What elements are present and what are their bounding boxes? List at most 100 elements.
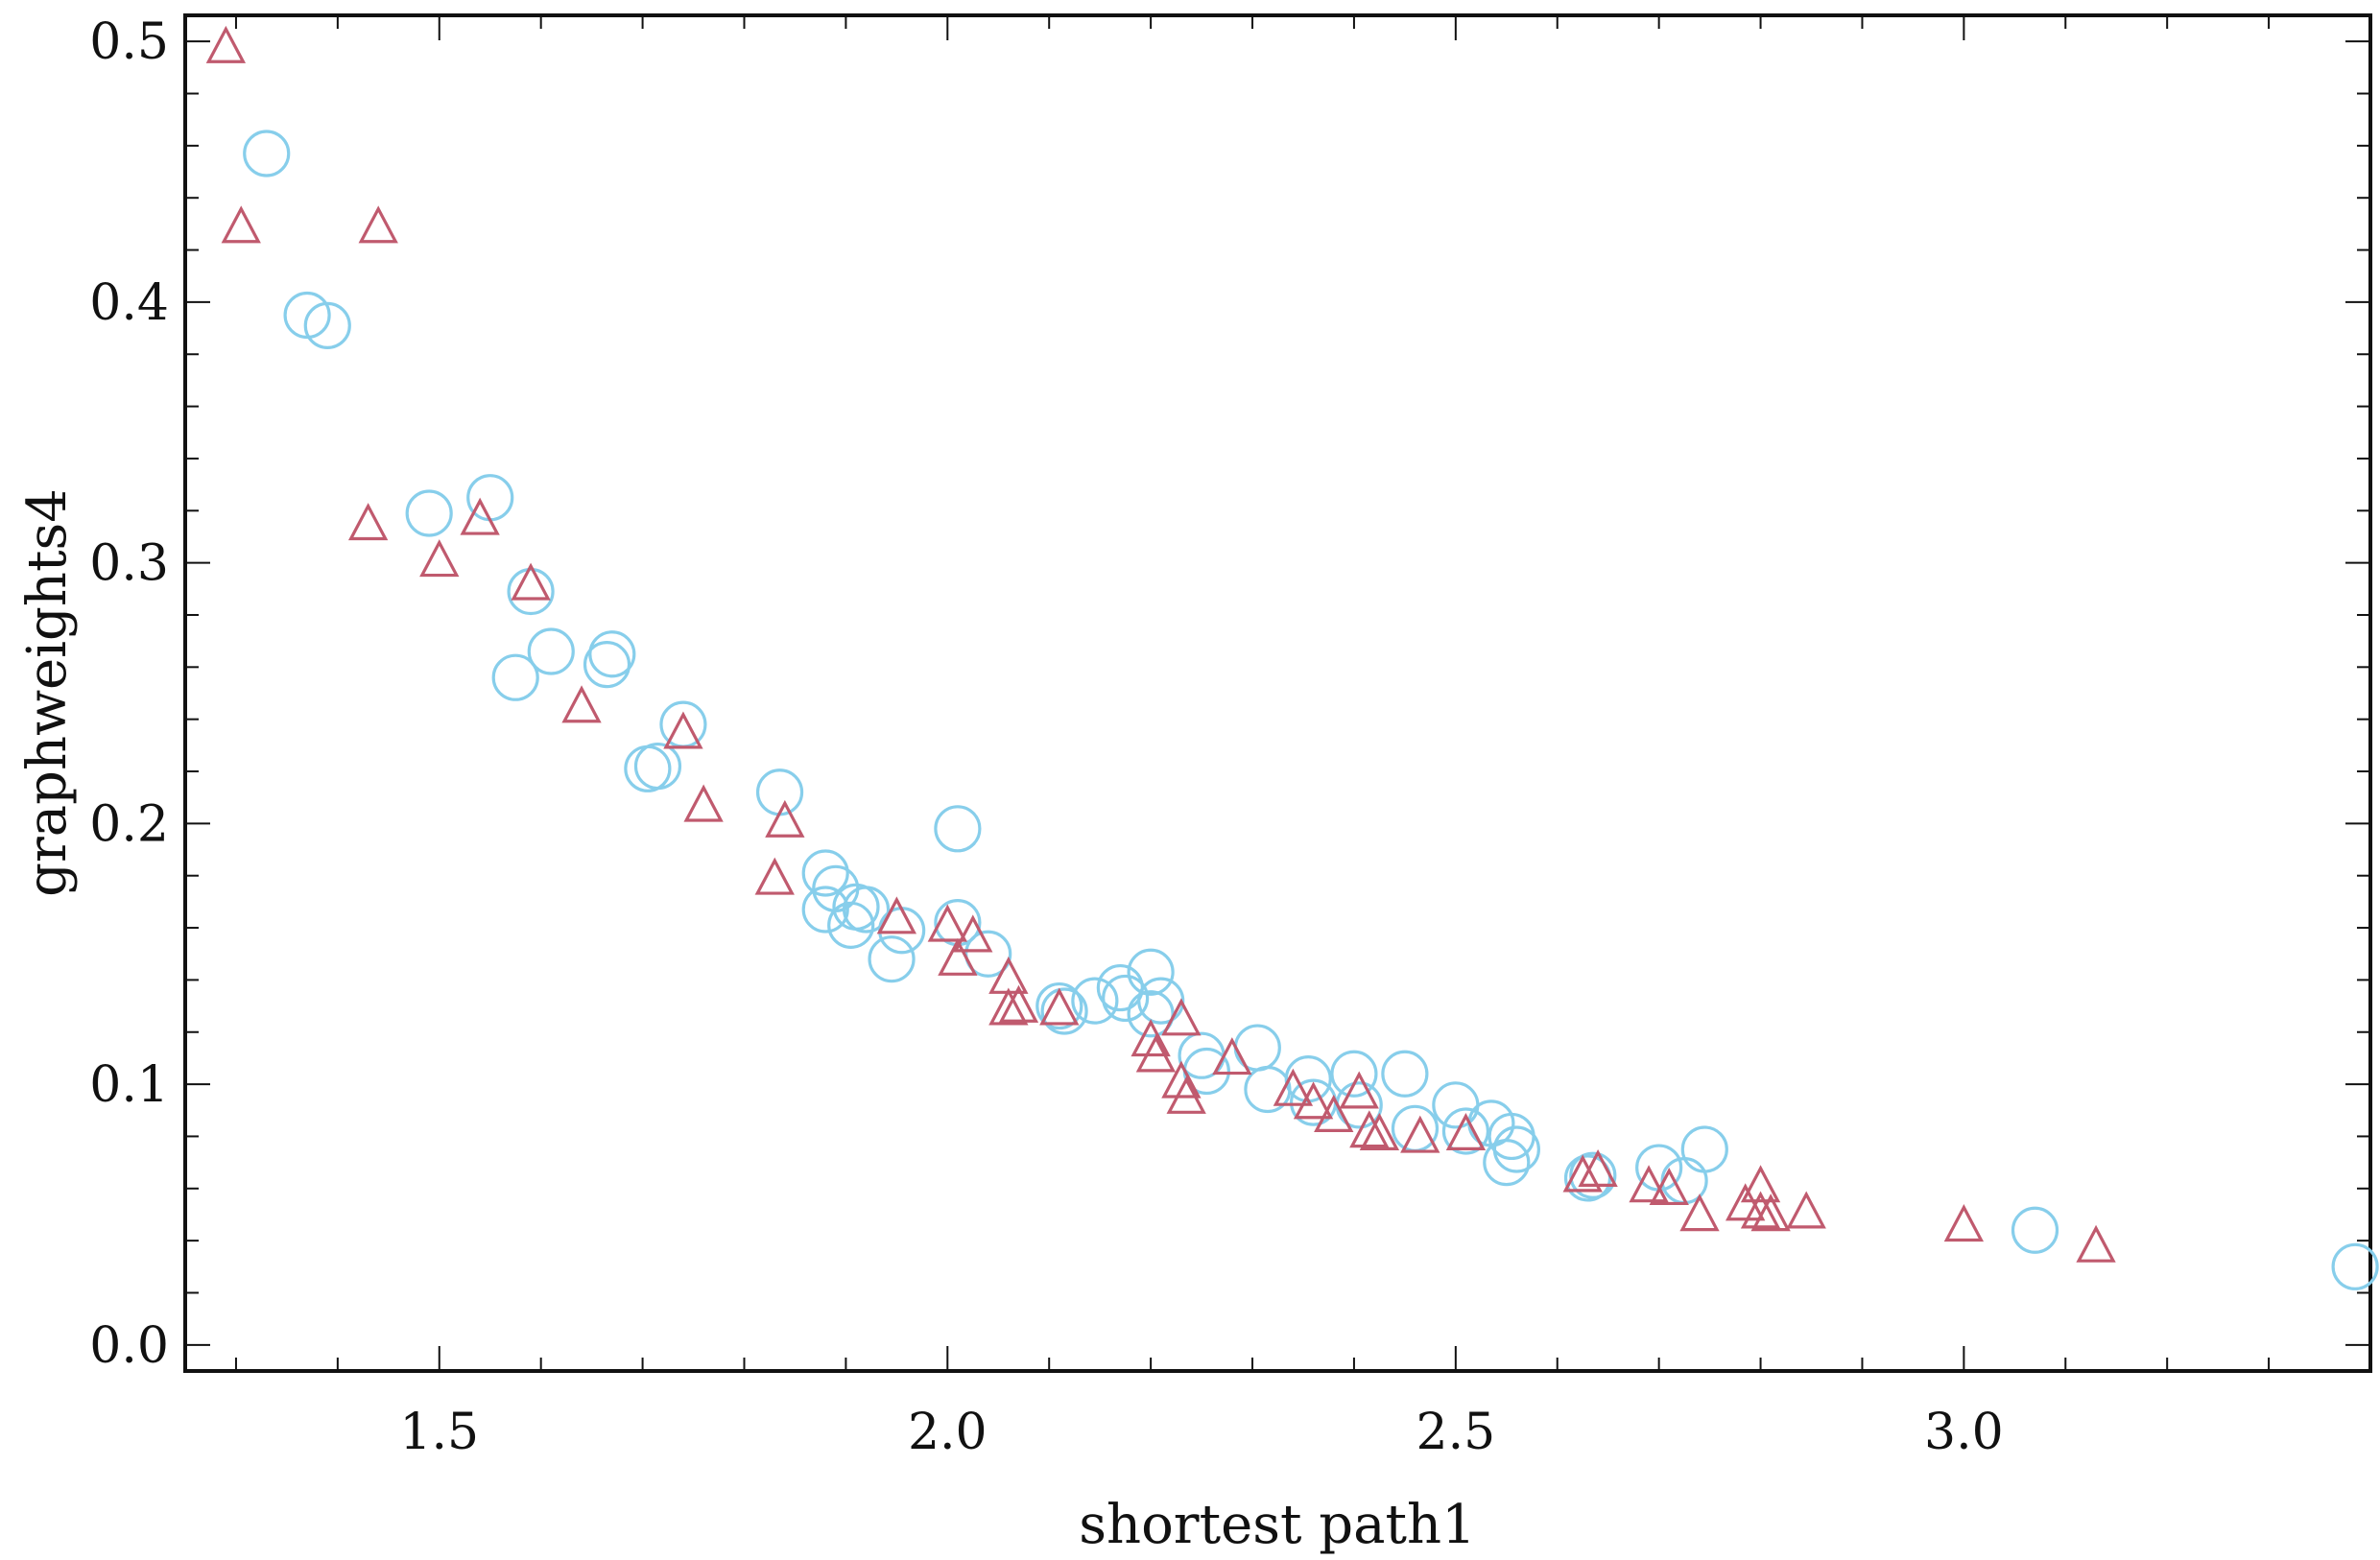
circle-point [1467, 1099, 1515, 1147]
triangle-point [1166, 1075, 1206, 1114]
y-tick-labels: 0.0 0.1 0.2 0.3 0.4 0.5 [89, 13, 169, 1375]
data-points [205, 25, 2379, 1290]
circle-point [878, 907, 926, 955]
circle-point [507, 567, 555, 616]
circle-point [1569, 1151, 1617, 1199]
triangle-point [1130, 1019, 1171, 1057]
triangle-point [1293, 1081, 1334, 1120]
circle-point [659, 700, 707, 748]
triangle-point [1161, 998, 1202, 1036]
circle-point [1381, 1050, 1429, 1098]
triangle-point [927, 904, 967, 942]
y-tick-label: 0.5 [89, 13, 169, 71]
circle-point [1071, 977, 1119, 1025]
circle-point [868, 935, 916, 983]
circle-point [1040, 987, 1088, 1035]
triangle-point [460, 497, 500, 535]
triangle-point [1273, 1068, 1314, 1106]
circle-point [491, 653, 539, 701]
x-tick-label: 3.0 [1924, 1404, 2004, 1461]
triangle-point [988, 987, 1029, 1026]
tick-marks [185, 15, 2371, 1371]
x-tick-label: 2.5 [1416, 1404, 1495, 1461]
y-tick-label: 0.1 [89, 1056, 169, 1114]
triangle-point [663, 711, 703, 749]
circle-point [1035, 981, 1083, 1030]
triangle-point [1562, 1154, 1603, 1193]
triangle-point [953, 914, 993, 953]
x-tick-label: 2.0 [908, 1404, 988, 1461]
y-tick-label: 0.2 [89, 795, 169, 853]
circle-point [588, 630, 636, 678]
x-axis-title: shortest path1 [1079, 1494, 1475, 1556]
triangle-point [347, 503, 389, 541]
circle-point [2331, 1242, 2379, 1290]
triangle-point [1445, 1112, 1487, 1150]
circle-point [243, 130, 291, 177]
triangle-point [358, 205, 398, 244]
circle-point [842, 886, 891, 934]
circle-point [801, 849, 849, 897]
circle-point [827, 901, 875, 949]
triangle-point [876, 896, 917, 934]
x-tick-label: 1.5 [399, 1404, 479, 1461]
y-tick-label: 0.0 [89, 1317, 169, 1375]
circle-point [2011, 1206, 2059, 1254]
triangle-point [1679, 1194, 1720, 1232]
triangle-point [754, 857, 795, 895]
triangle-point [998, 984, 1039, 1023]
triangle-point [1943, 1204, 1985, 1242]
triangle-point [205, 25, 247, 63]
circle-point [405, 489, 453, 537]
triangle-point [1649, 1168, 1689, 1206]
circle-point [801, 886, 849, 934]
y-tick-label: 0.3 [89, 535, 169, 593]
circle-point [303, 301, 351, 349]
circle-point [1102, 974, 1150, 1023]
circle-point [1680, 1125, 1728, 1173]
triangle-point [2076, 1224, 2116, 1263]
triangle-point [419, 539, 460, 578]
circle-point [1137, 977, 1185, 1025]
plot-frame [183, 13, 2372, 1373]
triangle-point [1400, 1115, 1440, 1153]
circle-point [1483, 1139, 1531, 1187]
triangle-point [511, 562, 551, 601]
circle-point [934, 805, 982, 853]
y-tick-label: 0.4 [89, 274, 169, 332]
circle-point [583, 641, 631, 689]
triangle-point [221, 205, 261, 244]
triangle-point [683, 784, 724, 822]
triangle-point [1750, 1194, 1791, 1232]
triangle-point [1726, 1183, 1766, 1221]
circle-point [964, 930, 1012, 978]
triangle-point [1578, 1148, 1618, 1188]
triangle-point [1339, 1071, 1379, 1109]
circle-point [527, 627, 575, 675]
circle-point [1441, 1107, 1490, 1155]
circle-point [1330, 1050, 1378, 1098]
triangle-point [1135, 1034, 1177, 1073]
triangle-point [1161, 1060, 1202, 1099]
triangle-point [1212, 1037, 1252, 1075]
triangle-point [938, 937, 978, 976]
triangle-point [1349, 1110, 1390, 1148]
circle-point [755, 768, 804, 816]
triangle-point [561, 685, 602, 723]
triangle-point [765, 799, 805, 838]
circle-point [1127, 990, 1175, 1038]
triangle-point [1314, 1094, 1354, 1132]
triangle-point [1359, 1112, 1400, 1150]
circle-point [1492, 1125, 1540, 1173]
triangle-point [1740, 1165, 1781, 1203]
triangle-point [1740, 1191, 1781, 1229]
circle-point [1432, 1081, 1480, 1129]
triangle-point [1629, 1165, 1669, 1203]
x-tick-labels: 1.5 2.0 2.5 3.0 [399, 1404, 2003, 1461]
circle-point [633, 742, 682, 791]
triangle-point [1786, 1191, 1826, 1229]
circle-point [1127, 948, 1175, 996]
triangle-point [1039, 987, 1080, 1026]
circle-point [1233, 1024, 1281, 1072]
